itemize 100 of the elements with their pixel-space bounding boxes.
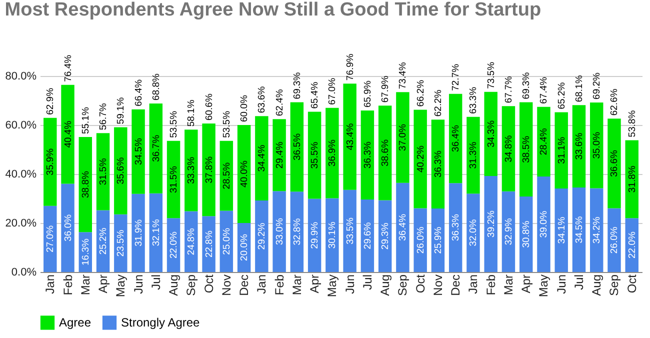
data-label: 28.4% [538,128,550,156]
x-tick-label: Jan [43,274,58,294]
data-label: 40.2% [415,145,426,173]
x-tick-label: Aug [590,274,604,296]
y-tick-label: 60.0% [5,120,37,132]
data-label: 43.4% [344,122,356,150]
total-label: 65.2% [556,82,568,110]
bar [44,118,57,206]
data-label: 30.1% [327,221,338,249]
data-label: 34.5% [574,216,585,244]
x-tick-label: Apr [308,274,322,294]
bar [537,106,550,176]
total-label: 55.1% [80,106,92,134]
x-tick-label: Aug [378,274,392,296]
total-label: 62.6% [609,88,620,116]
total-label: 66.4% [133,78,144,106]
bar [466,116,480,194]
x-tick-label: Sep [184,274,198,296]
bar [96,133,110,210]
bar [590,188,604,272]
x-tick-label: Mar [290,274,304,296]
total-label: 62.4% [274,88,286,116]
data-label: 29.2% [256,222,268,250]
total-label: 69.2% [592,72,603,100]
data-label: 34.2% [592,216,603,244]
data-label: 33.3% [186,156,198,184]
total-label: 58.1% [186,99,198,127]
data-label: 38.8% [80,170,92,198]
data-label: 36.3% [362,140,374,168]
bar [608,118,621,208]
total-label: 62.2% [432,89,444,117]
bar [184,211,198,272]
x-tick-label: Dec [448,274,463,296]
bar [414,208,427,272]
x-tick-label: Oct [624,274,639,294]
y-tick-label: 80.0% [5,70,37,82]
data-label: 38.6% [380,138,392,166]
y-tick-label: 20.0% [5,218,37,230]
chart-title: Most Respondents Agree Now Still a Good Time for Startup [4,0,542,21]
x-tick-label: Oct [202,274,216,294]
x-tick-label: Jul [572,274,586,290]
data-label: 23.5% [116,229,127,257]
x-tick-label: Aug [166,274,181,296]
data-label: 22.0% [626,231,638,259]
data-label: 36.3% [450,214,462,241]
bar [326,198,339,272]
data-label: 31.5% [98,158,110,186]
data-label: 25.9% [432,226,444,254]
bar [466,194,480,272]
total-label: 66.2% [415,79,426,107]
x-tick-label: Mar [501,274,516,296]
legend-label: Strongly Agree [121,316,200,330]
bar [343,190,356,272]
bar [448,183,462,272]
bar [448,94,462,184]
y-tick-label: 0.0% [11,266,37,278]
total-label: 53.8% [626,110,638,138]
total-label: 56.7% [98,102,110,130]
bar [414,110,427,208]
data-label: 31.3% [468,141,480,169]
x-tick-label: Sep [607,274,622,296]
bar [360,110,374,200]
data-label: 24.8% [186,228,198,256]
data-label: 33.5% [344,216,356,244]
bar [396,92,410,183]
data-label: 38.5% [521,135,532,163]
data-label: 20.0% [239,233,250,261]
data-label: 22.8% [204,230,215,258]
total-label: 67.4% [538,76,550,104]
data-label: 36.5% [292,132,303,160]
data-label: 26.0% [415,226,426,254]
data-label: 37.0% [398,123,409,151]
total-label: 60.6% [204,93,215,121]
data-label: 22.0% [168,231,180,259]
bar [484,92,498,176]
bar [255,116,268,200]
data-label: 32.9% [503,218,514,246]
x-tick-label: Jun [131,274,146,294]
total-label: 60.0% [239,94,250,122]
x-tick-label: Nov [430,274,445,296]
total-label: 67.0% [327,77,338,105]
bar [290,102,304,192]
x-tick-label: May [536,274,551,298]
bar [272,119,286,192]
bar [343,84,356,190]
data-label: 34.3% [486,120,497,148]
data-label: 29.9% [310,221,321,249]
data-label: 30.8% [521,220,532,248]
total-label: 67.9% [380,75,392,103]
total-label: 59.1% [116,96,127,124]
data-label: 35.0% [592,131,603,159]
bar [519,102,533,197]
y-tick-label: 40.0% [5,168,37,180]
total-label: 69.3% [521,72,532,100]
data-label: 36.7% [150,134,162,162]
data-label: 28.5% [221,162,232,190]
data-label: 33.6% [574,132,585,160]
total-label: 67.7% [503,76,514,104]
total-label: 76.9% [344,53,356,81]
data-label: 25.0% [221,227,232,255]
